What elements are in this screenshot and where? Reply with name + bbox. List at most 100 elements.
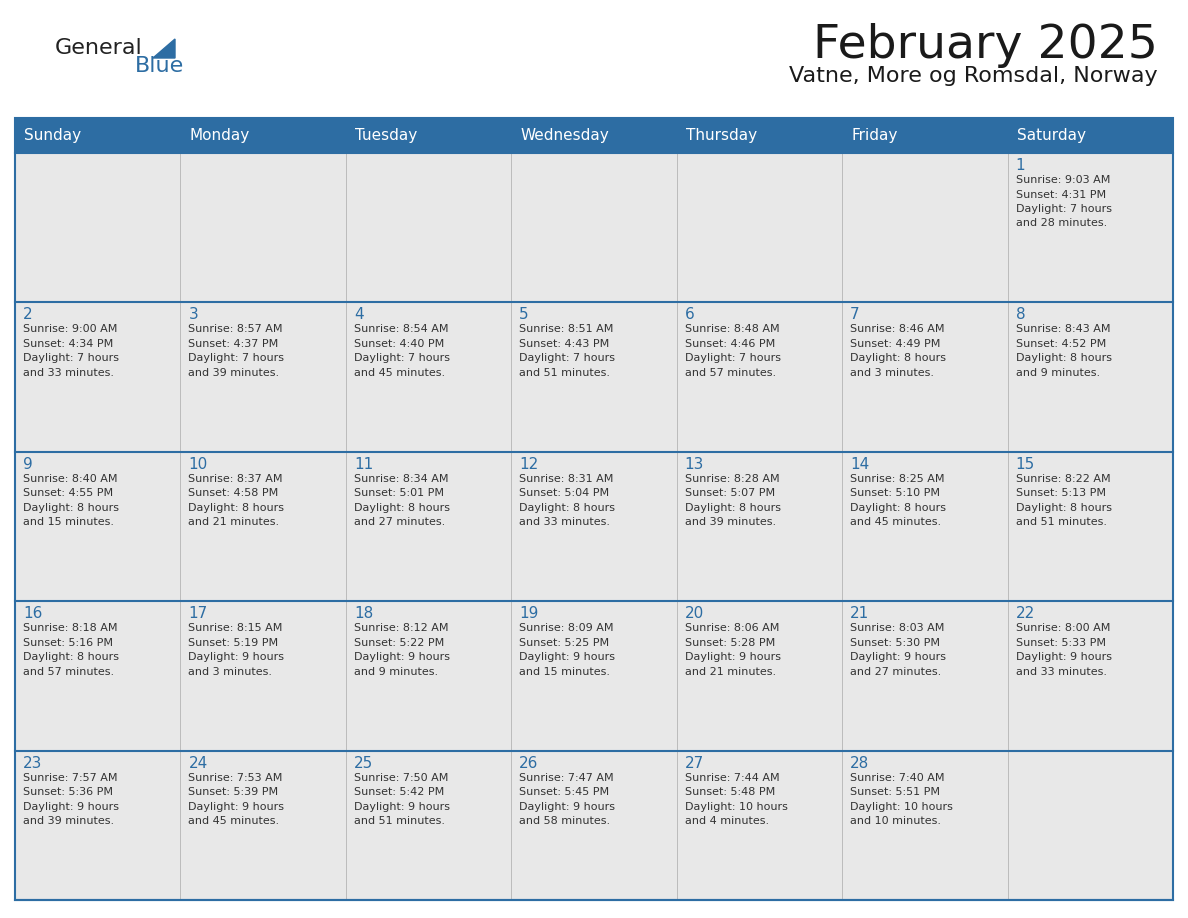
Text: Sunset: 5:16 PM: Sunset: 5:16 PM — [23, 638, 113, 648]
Text: Sunset: 5:04 PM: Sunset: 5:04 PM — [519, 488, 609, 498]
Text: and 39 minutes.: and 39 minutes. — [189, 368, 279, 378]
Bar — [15, 153, 1173, 302]
Text: Sunrise: 7:47 AM: Sunrise: 7:47 AM — [519, 773, 614, 783]
Text: Daylight: 8 hours: Daylight: 8 hours — [851, 503, 946, 513]
Text: and 45 minutes.: and 45 minutes. — [354, 368, 446, 378]
Text: Sunset: 5:19 PM: Sunset: 5:19 PM — [189, 638, 278, 648]
Text: and 28 minutes.: and 28 minutes. — [1016, 218, 1107, 229]
Text: Sunset: 5:51 PM: Sunset: 5:51 PM — [851, 787, 940, 797]
Text: Daylight: 8 hours: Daylight: 8 hours — [189, 503, 284, 513]
Text: Sunrise: 7:44 AM: Sunrise: 7:44 AM — [684, 773, 779, 783]
Text: Sunrise: 8:25 AM: Sunrise: 8:25 AM — [851, 474, 944, 484]
Text: Daylight: 8 hours: Daylight: 8 hours — [519, 503, 615, 513]
Text: Sunset: 5:10 PM: Sunset: 5:10 PM — [851, 488, 940, 498]
Text: Sunrise: 8:51 AM: Sunrise: 8:51 AM — [519, 324, 614, 334]
Text: and 45 minutes.: and 45 minutes. — [851, 518, 941, 527]
Text: and 58 minutes.: and 58 minutes. — [519, 816, 611, 826]
Text: and 57 minutes.: and 57 minutes. — [684, 368, 776, 378]
Text: Sunrise: 8:06 AM: Sunrise: 8:06 AM — [684, 623, 779, 633]
Text: Daylight: 9 hours: Daylight: 9 hours — [1016, 652, 1112, 662]
Text: 2: 2 — [23, 308, 32, 322]
Text: Sunrise: 8:09 AM: Sunrise: 8:09 AM — [519, 623, 614, 633]
Text: and 9 minutes.: and 9 minutes. — [1016, 368, 1100, 378]
Text: Sunrise: 8:15 AM: Sunrise: 8:15 AM — [189, 623, 283, 633]
Text: and 39 minutes.: and 39 minutes. — [684, 518, 776, 527]
Text: 5: 5 — [519, 308, 529, 322]
Bar — [15, 118, 1173, 153]
Text: and 10 minutes.: and 10 minutes. — [851, 816, 941, 826]
Text: and 21 minutes.: and 21 minutes. — [684, 666, 776, 677]
Text: 17: 17 — [189, 606, 208, 621]
Text: and 9 minutes.: and 9 minutes. — [354, 666, 438, 677]
Text: Sunset: 4:46 PM: Sunset: 4:46 PM — [684, 339, 775, 349]
Text: Sunrise: 8:43 AM: Sunrise: 8:43 AM — [1016, 324, 1110, 334]
Text: Sunset: 5:22 PM: Sunset: 5:22 PM — [354, 638, 444, 648]
Text: and 51 minutes.: and 51 minutes. — [519, 368, 611, 378]
Text: Daylight: 9 hours: Daylight: 9 hours — [23, 801, 119, 812]
Text: 16: 16 — [23, 606, 43, 621]
Text: Sunrise: 8:18 AM: Sunrise: 8:18 AM — [23, 623, 118, 633]
Text: 21: 21 — [851, 606, 870, 621]
Text: Sunrise: 8:28 AM: Sunrise: 8:28 AM — [684, 474, 779, 484]
Text: Sunrise: 8:22 AM: Sunrise: 8:22 AM — [1016, 474, 1111, 484]
Text: Sunset: 4:52 PM: Sunset: 4:52 PM — [1016, 339, 1106, 349]
Text: 28: 28 — [851, 756, 870, 770]
Text: Sunset: 5:30 PM: Sunset: 5:30 PM — [851, 638, 940, 648]
Text: Sunset: 5:48 PM: Sunset: 5:48 PM — [684, 787, 775, 797]
Text: Sunset: 4:49 PM: Sunset: 4:49 PM — [851, 339, 941, 349]
Text: Sunset: 5:28 PM: Sunset: 5:28 PM — [684, 638, 775, 648]
Bar — [15, 601, 1173, 751]
Bar — [15, 118, 1173, 900]
Text: Saturday: Saturday — [1017, 128, 1086, 143]
Text: Sunrise: 7:57 AM: Sunrise: 7:57 AM — [23, 773, 118, 783]
Text: Sunset: 4:40 PM: Sunset: 4:40 PM — [354, 339, 444, 349]
Text: Friday: Friday — [851, 128, 897, 143]
Text: General: General — [55, 38, 143, 58]
Text: Daylight: 8 hours: Daylight: 8 hours — [1016, 503, 1112, 513]
Text: Thursday: Thursday — [685, 128, 757, 143]
Text: Sunrise: 7:50 AM: Sunrise: 7:50 AM — [354, 773, 448, 783]
Text: Daylight: 8 hours: Daylight: 8 hours — [1016, 353, 1112, 364]
Text: Daylight: 9 hours: Daylight: 9 hours — [519, 801, 615, 812]
Text: Sunrise: 8:54 AM: Sunrise: 8:54 AM — [354, 324, 448, 334]
Text: Daylight: 7 hours: Daylight: 7 hours — [1016, 204, 1112, 214]
Text: and 45 minutes.: and 45 minutes. — [189, 816, 279, 826]
Text: 14: 14 — [851, 457, 870, 472]
Text: Sunset: 5:25 PM: Sunset: 5:25 PM — [519, 638, 609, 648]
Text: Daylight: 9 hours: Daylight: 9 hours — [851, 652, 946, 662]
Text: Sunrise: 8:48 AM: Sunrise: 8:48 AM — [684, 324, 779, 334]
Text: and 4 minutes.: and 4 minutes. — [684, 816, 769, 826]
Text: Sunset: 5:01 PM: Sunset: 5:01 PM — [354, 488, 444, 498]
Text: 4: 4 — [354, 308, 364, 322]
Text: Sunrise: 8:12 AM: Sunrise: 8:12 AM — [354, 623, 448, 633]
Text: and 51 minutes.: and 51 minutes. — [354, 816, 444, 826]
Text: and 51 minutes.: and 51 minutes. — [1016, 518, 1106, 527]
Text: 11: 11 — [354, 457, 373, 472]
Text: Daylight: 9 hours: Daylight: 9 hours — [354, 652, 450, 662]
Text: 15: 15 — [1016, 457, 1035, 472]
Text: Sunrise: 7:53 AM: Sunrise: 7:53 AM — [189, 773, 283, 783]
Text: Sunset: 5:33 PM: Sunset: 5:33 PM — [1016, 638, 1106, 648]
Text: Sunset: 4:55 PM: Sunset: 4:55 PM — [23, 488, 113, 498]
Text: Sunset: 5:07 PM: Sunset: 5:07 PM — [684, 488, 775, 498]
Text: Sunrise: 8:03 AM: Sunrise: 8:03 AM — [851, 623, 944, 633]
Text: Sunset: 4:31 PM: Sunset: 4:31 PM — [1016, 189, 1106, 199]
Text: 7: 7 — [851, 308, 860, 322]
Text: Daylight: 7 hours: Daylight: 7 hours — [519, 353, 615, 364]
Text: Sunrise: 8:40 AM: Sunrise: 8:40 AM — [23, 474, 118, 484]
Text: 24: 24 — [189, 756, 208, 770]
Text: and 33 minutes.: and 33 minutes. — [519, 518, 611, 527]
Text: and 39 minutes.: and 39 minutes. — [23, 816, 114, 826]
Text: Sunset: 4:58 PM: Sunset: 4:58 PM — [189, 488, 279, 498]
Text: 10: 10 — [189, 457, 208, 472]
Text: Sunrise: 8:31 AM: Sunrise: 8:31 AM — [519, 474, 614, 484]
Text: Sunset: 4:43 PM: Sunset: 4:43 PM — [519, 339, 609, 349]
Text: and 21 minutes.: and 21 minutes. — [189, 518, 279, 527]
Text: Daylight: 8 hours: Daylight: 8 hours — [684, 503, 781, 513]
Text: Monday: Monday — [189, 128, 249, 143]
Text: 9: 9 — [23, 457, 33, 472]
Text: Daylight: 8 hours: Daylight: 8 hours — [23, 503, 119, 513]
Text: 27: 27 — [684, 756, 704, 770]
Text: Sunrise: 9:00 AM: Sunrise: 9:00 AM — [23, 324, 118, 334]
Text: Daylight: 7 hours: Daylight: 7 hours — [354, 353, 450, 364]
